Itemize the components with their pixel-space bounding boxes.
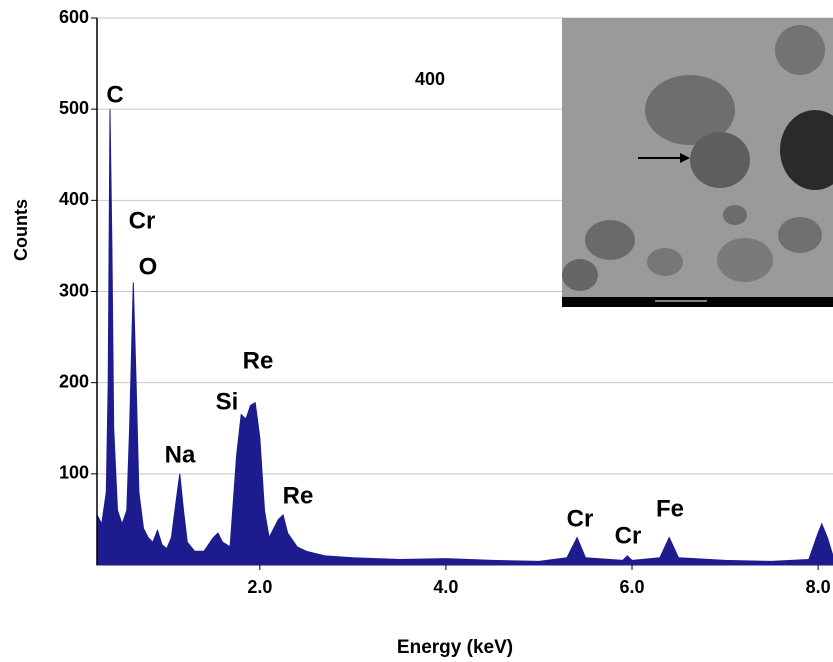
inset-blob (780, 110, 833, 190)
peak-label: Re (243, 347, 274, 374)
peak-label: Cr (567, 505, 594, 532)
inset-blob (585, 220, 635, 260)
inset-blob (647, 248, 683, 276)
inset-blob (690, 132, 750, 188)
spectrum-area (96, 109, 833, 566)
y-tick-label: 200 (59, 371, 89, 391)
inset-blob (723, 205, 747, 225)
peak-label: Cr (129, 207, 156, 234)
y-tick-label: 400 (59, 189, 89, 209)
peak-label: Si (216, 388, 239, 415)
peak-label: Re (283, 482, 314, 509)
peak-label: Na (165, 441, 196, 468)
peak-label: C (106, 81, 123, 108)
peak-label: O (139, 253, 158, 280)
x-tick-label: 4.0 (433, 577, 458, 597)
y-axis-label: Counts (11, 199, 31, 261)
inset-scale-strip (562, 297, 833, 307)
ticks: 100 200 300 400 500 600 2.0 4.0 6.0 8.0 (59, 7, 831, 597)
inset-blob (562, 259, 598, 291)
y-tick-label: 500 (59, 98, 89, 118)
inset-blob (775, 25, 825, 75)
y-tick-label: 600 (59, 7, 89, 27)
grid (97, 17, 833, 475)
inset-blob (778, 217, 822, 253)
inset-blob (717, 238, 773, 282)
plot (96, 109, 833, 566)
x-axis-label: Energy (keV) (397, 637, 513, 658)
inset-image (562, 18, 833, 307)
y-tick-label: 300 (59, 280, 89, 300)
x-tick-label: 8.0 (806, 577, 831, 597)
x-tick-label: 2.0 (247, 577, 272, 597)
peak-label: Fe (656, 495, 684, 522)
y-tick-label: 100 (59, 463, 89, 483)
inset-blob (645, 75, 735, 145)
x-tick-label: 6.0 (620, 577, 645, 597)
inset-arrowhead (680, 153, 690, 163)
peak-label: Cr (615, 522, 642, 549)
peak-label: 400 (415, 69, 445, 89)
